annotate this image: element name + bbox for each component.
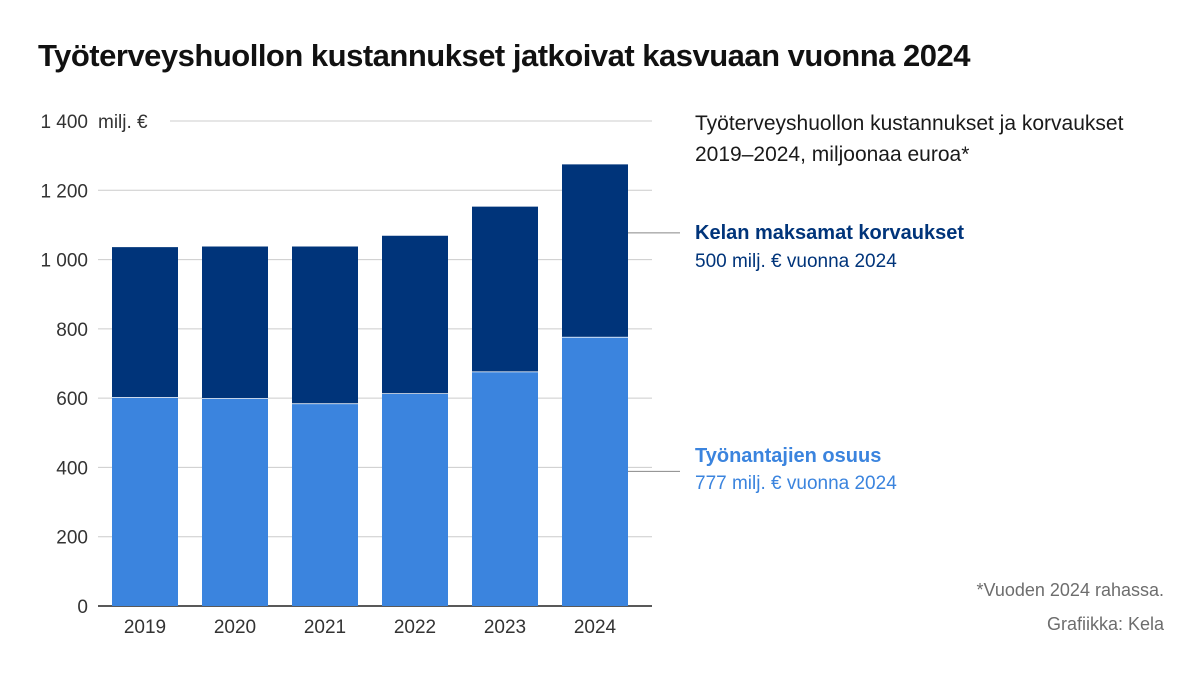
bar-employer [472, 371, 538, 606]
gridlines [98, 120, 652, 607]
bar-employer [562, 336, 628, 606]
bar-kela [292, 245, 358, 404]
y-tick-label: 1 200 [40, 181, 88, 202]
bar-employer [382, 393, 448, 606]
y-unit-label: milj. € [98, 112, 148, 133]
bar-kela [112, 246, 178, 398]
chart-subtitle: Työterveyshuollon kustannukset ja korvau… [695, 112, 1124, 166]
legend-employer-value: 777 milj. € vuonna 2024 [695, 473, 897, 494]
x-tick-label: 2024 [574, 617, 617, 638]
chart-title: Työterveyshuollon kustannukset jatkoivat… [38, 38, 970, 73]
x-tick-label: 2021 [304, 617, 346, 638]
y-tick-label: 1 000 [40, 251, 88, 272]
y-tick-label: 1 400 [40, 112, 88, 133]
bars [112, 162, 628, 606]
legend-callout-lines [628, 232, 680, 472]
y-tick-label: 400 [56, 458, 88, 479]
y-tick-label: 600 [56, 389, 88, 410]
bar-employer [202, 398, 268, 606]
bar-kela [472, 205, 538, 372]
x-tick-label: 2022 [394, 617, 436, 638]
legend-kela-value: 500 milj. € vuonna 2024 [695, 251, 897, 272]
bar-employer [112, 397, 178, 606]
footnote: *Vuoden 2024 rahassa. [976, 580, 1164, 600]
bar-employer [292, 403, 358, 606]
x-tick-labels: 2019 2020 2021 2022 2023 2024 [124, 617, 617, 638]
y-tick-label: 800 [56, 320, 88, 341]
x-tick-label: 2023 [484, 617, 526, 638]
bar-kela [202, 245, 268, 399]
x-tick-label: 2019 [124, 617, 166, 638]
y-tick-label: 0 [77, 597, 88, 618]
y-tick-labels: 0 200 400 600 800 1 000 1 200 1 400 milj. € [40, 112, 148, 618]
legend-kela-name: Kelan maksamat korvaukset [695, 222, 965, 244]
x-tick-label: 2020 [214, 617, 256, 638]
bar-kela [562, 163, 628, 337]
legend-employer-name: Työnantajien osuus [695, 445, 882, 467]
bar-kela [382, 234, 448, 394]
credit: Grafiikka: Kela [1046, 614, 1164, 634]
y-tick-label: 200 [56, 528, 88, 549]
